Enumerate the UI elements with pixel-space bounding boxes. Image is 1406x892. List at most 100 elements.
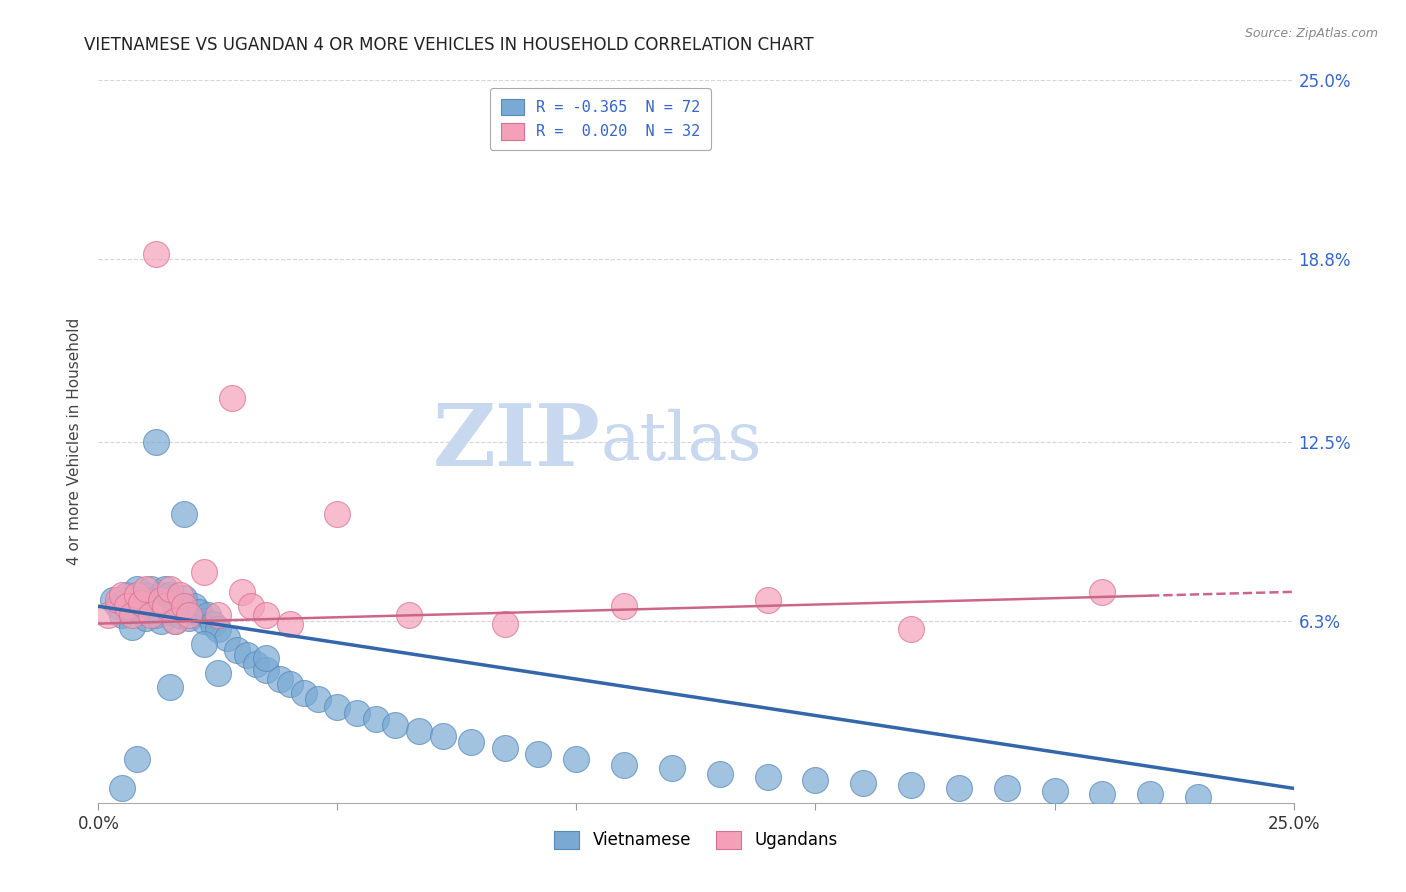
Point xyxy=(269,672,291,686)
Point xyxy=(432,729,454,743)
Point xyxy=(193,614,215,628)
Point xyxy=(125,599,148,614)
Point xyxy=(111,588,134,602)
Point xyxy=(364,712,387,726)
Point xyxy=(1091,584,1114,599)
Point xyxy=(145,434,167,449)
Point xyxy=(995,781,1018,796)
Point xyxy=(408,723,430,738)
Point xyxy=(494,616,516,631)
Point xyxy=(159,588,181,602)
Point xyxy=(115,599,138,614)
Point xyxy=(131,596,153,610)
Point xyxy=(125,582,148,596)
Point xyxy=(121,607,143,622)
Point xyxy=(613,758,636,772)
Point xyxy=(163,614,186,628)
Point xyxy=(139,582,162,596)
Point xyxy=(207,607,229,622)
Point xyxy=(460,735,482,749)
Point xyxy=(163,614,186,628)
Point xyxy=(179,611,201,625)
Point xyxy=(900,623,922,637)
Legend: Vietnamese, Ugandans: Vietnamese, Ugandans xyxy=(544,821,848,860)
Point xyxy=(111,781,134,796)
Point xyxy=(135,582,157,596)
Point xyxy=(278,677,301,691)
Point xyxy=(235,648,257,663)
Point xyxy=(221,391,243,405)
Point xyxy=(139,607,162,622)
Point xyxy=(169,607,191,622)
Point xyxy=(169,588,191,602)
Point xyxy=(1043,784,1066,798)
Point xyxy=(326,507,349,521)
Text: VIETNAMESE VS UGANDAN 4 OR MORE VEHICLES IN HOUSEHOLD CORRELATION CHART: VIETNAMESE VS UGANDAN 4 OR MORE VEHICLES… xyxy=(84,36,814,54)
Point xyxy=(948,781,970,796)
Point xyxy=(193,565,215,579)
Point xyxy=(900,779,922,793)
Point xyxy=(240,599,263,614)
Point xyxy=(183,599,205,614)
Point xyxy=(398,607,420,622)
Point xyxy=(1139,787,1161,801)
Point xyxy=(613,599,636,614)
Point xyxy=(145,246,167,260)
Text: atlas: atlas xyxy=(600,409,762,475)
Point xyxy=(131,593,153,607)
Point xyxy=(245,657,267,671)
Point xyxy=(1187,790,1209,805)
Text: ZIP: ZIP xyxy=(433,400,600,483)
Point xyxy=(197,607,219,622)
Point xyxy=(193,637,215,651)
Point xyxy=(145,607,167,622)
Point xyxy=(756,593,779,607)
Point xyxy=(107,599,129,614)
Point xyxy=(231,584,253,599)
Point xyxy=(173,599,195,614)
Point xyxy=(121,619,143,633)
Point xyxy=(179,607,201,622)
Point xyxy=(155,599,177,614)
Point xyxy=(254,651,277,665)
Point xyxy=(207,623,229,637)
Point xyxy=(155,599,177,614)
Point xyxy=(159,582,181,596)
Text: Source: ZipAtlas.com: Source: ZipAtlas.com xyxy=(1244,27,1378,40)
Point xyxy=(756,770,779,784)
Point xyxy=(346,706,368,721)
Point xyxy=(1091,787,1114,801)
Point xyxy=(661,761,683,775)
Point xyxy=(107,593,129,607)
Point xyxy=(135,588,157,602)
Point xyxy=(115,588,138,602)
Point xyxy=(135,611,157,625)
Point xyxy=(159,605,181,619)
Point xyxy=(149,588,172,602)
Point xyxy=(292,686,315,700)
Point xyxy=(254,607,277,622)
Point xyxy=(131,605,153,619)
Point xyxy=(565,752,588,766)
Point xyxy=(494,740,516,755)
Point xyxy=(384,718,406,732)
Point xyxy=(159,680,181,694)
Point xyxy=(125,752,148,766)
Point xyxy=(163,596,186,610)
Point xyxy=(226,642,249,657)
Point xyxy=(804,772,827,787)
Point xyxy=(202,616,225,631)
Point xyxy=(111,607,134,622)
Point xyxy=(139,596,162,610)
Point xyxy=(217,631,239,645)
Point xyxy=(173,507,195,521)
Point xyxy=(278,616,301,631)
Point xyxy=(101,593,124,607)
Point xyxy=(149,593,172,607)
Y-axis label: 4 or more Vehicles in Household: 4 or more Vehicles in Household xyxy=(67,318,83,566)
Point xyxy=(183,15,205,29)
Point xyxy=(125,588,148,602)
Point xyxy=(187,605,209,619)
Point xyxy=(326,700,349,714)
Point xyxy=(852,775,875,789)
